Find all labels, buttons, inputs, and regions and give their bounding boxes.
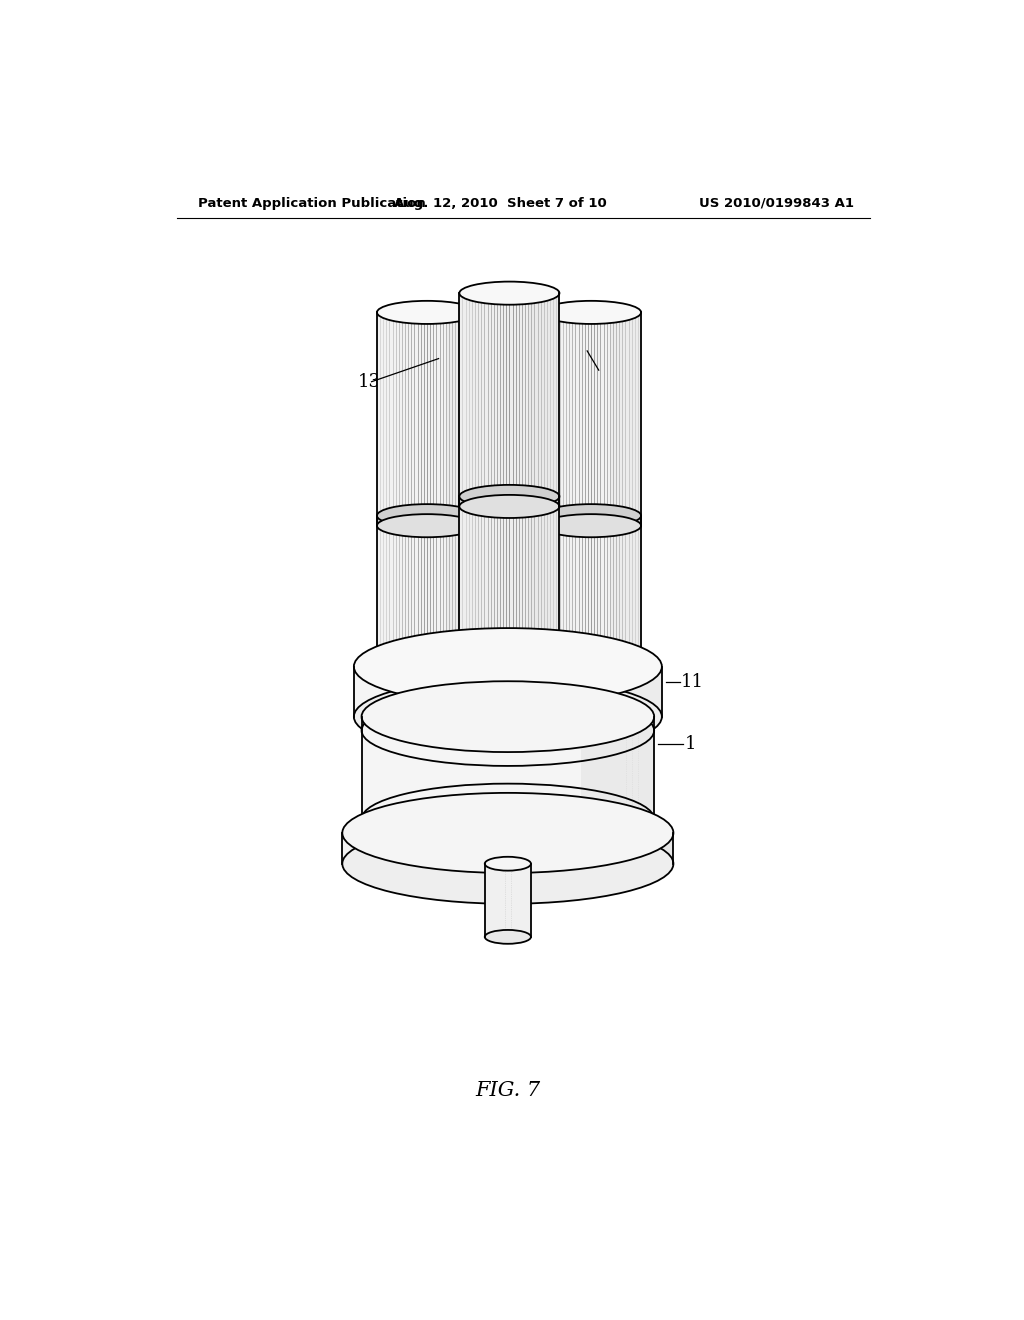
Ellipse shape xyxy=(342,793,674,873)
Ellipse shape xyxy=(484,929,531,944)
Ellipse shape xyxy=(377,671,477,693)
Ellipse shape xyxy=(541,301,641,323)
Text: 1: 1 xyxy=(685,735,696,752)
Ellipse shape xyxy=(541,515,641,537)
Polygon shape xyxy=(581,717,654,833)
Ellipse shape xyxy=(377,504,477,527)
Polygon shape xyxy=(611,313,641,682)
Ellipse shape xyxy=(342,824,674,904)
Ellipse shape xyxy=(354,678,662,755)
Ellipse shape xyxy=(354,628,662,705)
Ellipse shape xyxy=(484,857,531,871)
Text: FIG. 7: FIG. 7 xyxy=(475,1081,541,1100)
Ellipse shape xyxy=(541,504,641,527)
Polygon shape xyxy=(377,313,477,682)
Ellipse shape xyxy=(460,651,559,675)
Polygon shape xyxy=(484,863,531,937)
Text: Patent Application Publication: Patent Application Publication xyxy=(199,197,426,210)
Polygon shape xyxy=(529,293,559,663)
Ellipse shape xyxy=(361,797,654,869)
Polygon shape xyxy=(460,293,559,663)
Polygon shape xyxy=(541,313,641,682)
Polygon shape xyxy=(361,717,654,833)
Ellipse shape xyxy=(377,301,477,323)
Text: US 2010/0199843 A1: US 2010/0199843 A1 xyxy=(699,197,854,210)
Polygon shape xyxy=(460,496,559,507)
Ellipse shape xyxy=(377,515,477,537)
Polygon shape xyxy=(591,833,674,863)
Polygon shape xyxy=(447,313,477,682)
Polygon shape xyxy=(354,667,662,717)
Text: 13: 13 xyxy=(357,372,381,391)
Ellipse shape xyxy=(541,671,641,693)
Polygon shape xyxy=(585,667,662,717)
Polygon shape xyxy=(377,516,477,525)
Polygon shape xyxy=(342,833,674,863)
Text: Aug. 12, 2010  Sheet 7 of 10: Aug. 12, 2010 Sheet 7 of 10 xyxy=(394,197,606,210)
Text: 13: 13 xyxy=(600,362,624,379)
Ellipse shape xyxy=(460,495,559,517)
Text: 11: 11 xyxy=(681,673,705,690)
Ellipse shape xyxy=(460,281,559,305)
Ellipse shape xyxy=(460,484,559,508)
Ellipse shape xyxy=(361,681,654,752)
Polygon shape xyxy=(541,516,641,525)
